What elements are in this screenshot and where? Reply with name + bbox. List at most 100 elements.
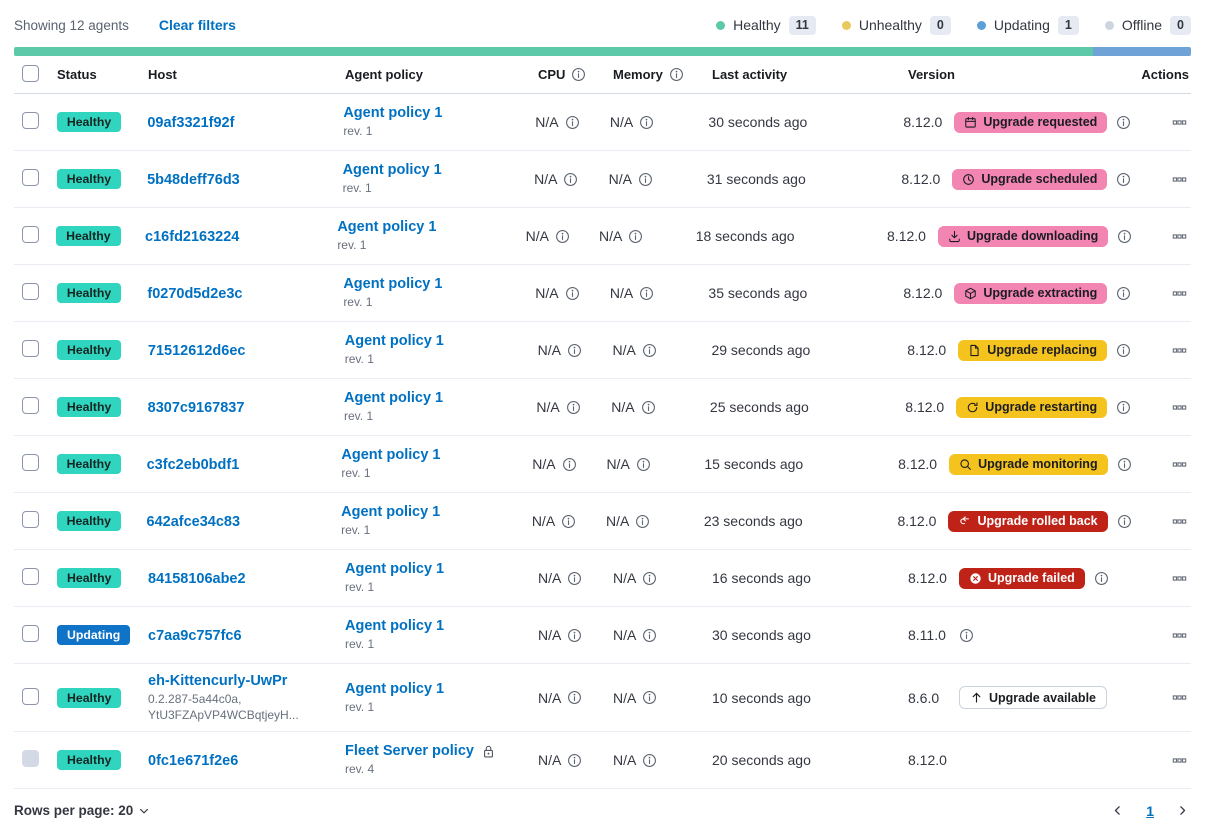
previous-page-button[interactable] bbox=[1109, 802, 1126, 819]
upgrade-details-info-icon[interactable] bbox=[1117, 514, 1132, 529]
agent-policy-link[interactable]: Agent policy 1 bbox=[345, 680, 445, 697]
agent-policy-link[interactable]: Agent policy 1 bbox=[344, 389, 444, 406]
cpu-value-info-icon[interactable] bbox=[555, 229, 570, 244]
cpu-value-info-icon[interactable] bbox=[567, 690, 582, 705]
host-link[interactable]: eh-Kittencurly-UwPr bbox=[148, 673, 288, 689]
host-link[interactable]: c3fc2eb0bdf1 bbox=[146, 456, 240, 473]
cpu-value-info-icon[interactable] bbox=[567, 628, 582, 643]
row-actions-button[interactable] bbox=[1170, 512, 1189, 531]
clear-filters-link[interactable]: Clear filters bbox=[158, 17, 236, 33]
row-checkbox[interactable] bbox=[22, 340, 39, 357]
memory-value-info-icon[interactable] bbox=[642, 690, 657, 705]
host-link[interactable]: 09af3321f92f bbox=[147, 114, 235, 131]
agent-policy-link[interactable]: Agent policy 1 bbox=[345, 560, 445, 577]
cpu-value-info-icon[interactable] bbox=[566, 400, 581, 415]
memory-info-icon[interactable] bbox=[669, 67, 684, 82]
cpu-value-info-icon[interactable] bbox=[562, 457, 577, 472]
row-checkbox[interactable] bbox=[22, 750, 39, 768]
row-actions-button[interactable] bbox=[1170, 113, 1189, 132]
upgrade-details-info-icon[interactable] bbox=[1116, 115, 1131, 130]
upgrade-details-info-icon[interactable] bbox=[1116, 172, 1131, 187]
row-checkbox[interactable] bbox=[22, 112, 39, 129]
row-actions-button[interactable] bbox=[1170, 284, 1189, 303]
memory-value-info-icon[interactable] bbox=[642, 753, 657, 768]
page-number-1[interactable]: 1 bbox=[1146, 802, 1154, 819]
row-actions-button[interactable] bbox=[1170, 170, 1189, 189]
select-all-checkbox[interactable] bbox=[22, 64, 39, 82]
cpu-value-info-icon[interactable] bbox=[567, 753, 582, 768]
memory-value-info-icon[interactable] bbox=[639, 115, 654, 130]
agent-policy-link[interactable]: Agent policy 1 bbox=[343, 275, 443, 292]
row-checkbox[interactable] bbox=[22, 454, 39, 471]
cpu-value-info-icon[interactable] bbox=[561, 514, 576, 529]
cpu-value: N/A bbox=[538, 627, 562, 643]
memory-value-info-icon[interactable] bbox=[642, 571, 657, 586]
host-link[interactable]: f0270d5d2e3c bbox=[147, 285, 243, 302]
agent-policy-link[interactable]: Agent policy 1 bbox=[341, 503, 441, 520]
row-checkbox[interactable] bbox=[22, 687, 39, 705]
memory-value-info-icon[interactable] bbox=[628, 229, 643, 244]
row-checkbox[interactable] bbox=[22, 283, 39, 300]
row-checkbox[interactable] bbox=[22, 568, 39, 585]
status-badge: Healthy bbox=[56, 397, 122, 417]
memory-value-info-icon[interactable] bbox=[639, 286, 654, 301]
cpu-info-icon[interactable] bbox=[571, 67, 586, 82]
showing-agents-count: Showing 12 agents bbox=[14, 17, 129, 33]
column-header-actions: Actions bbox=[1141, 67, 1189, 82]
memory-value-info-icon[interactable] bbox=[642, 628, 657, 643]
cpu-value-info-icon[interactable] bbox=[563, 172, 578, 187]
cpu-value-info-icon[interactable] bbox=[567, 571, 582, 586]
rows-per-page-selector[interactable]: Rows per page: 20 bbox=[14, 803, 150, 818]
cpu-value-info-icon[interactable] bbox=[567, 343, 582, 358]
upgrade-details-info-icon[interactable] bbox=[1094, 571, 1109, 586]
row-actions-button[interactable] bbox=[1170, 751, 1189, 770]
agent-policy-link[interactable]: Agent policy 1 bbox=[337, 218, 437, 235]
row-checkbox[interactable] bbox=[22, 625, 39, 642]
agent-policy-link[interactable]: Agent policy 1 bbox=[345, 617, 445, 634]
row-actions-button[interactable] bbox=[1170, 455, 1189, 474]
upgrade-details-info-icon[interactable] bbox=[1116, 400, 1131, 415]
upgrade-details-info-icon[interactable] bbox=[1117, 457, 1132, 472]
agent-policy-link[interactable]: Agent policy 1 bbox=[342, 161, 442, 178]
agent-policy-link[interactable]: Agent policy 1 bbox=[341, 446, 441, 463]
cpu-value-info-icon[interactable] bbox=[565, 115, 580, 130]
host-link[interactable]: c7aa9c757fc6 bbox=[148, 627, 242, 644]
host-link[interactable]: 84158106abe2 bbox=[148, 570, 246, 587]
host-link[interactable]: 71512612d6ec bbox=[147, 342, 246, 359]
agent-policy-link[interactable]: Agent policy 1 bbox=[343, 104, 443, 121]
table-row: Healthy 09af3321f92f Agent policy 1 rev.… bbox=[14, 94, 1191, 151]
upgrade-details-info-icon[interactable] bbox=[1116, 286, 1131, 301]
host-link[interactable]: 0fc1e671f2e6 bbox=[148, 752, 239, 769]
host-link[interactable]: 8307c9167837 bbox=[147, 399, 245, 416]
host-subtext: 0.2.287-5a44c0a, YtU3FZApVP4WCBqtjeyH... bbox=[148, 692, 299, 723]
upgrade-details-info-icon[interactable] bbox=[959, 628, 974, 643]
memory-value-info-icon[interactable] bbox=[641, 400, 656, 415]
upgrade-status-badge: Upgrade rolled back bbox=[948, 510, 1108, 532]
upgrade-details-info-icon[interactable] bbox=[1117, 229, 1132, 244]
row-actions-button[interactable] bbox=[1170, 227, 1189, 246]
agent-policy-link[interactable]: Fleet Server policy bbox=[345, 743, 474, 760]
memory-value-info-icon[interactable] bbox=[642, 343, 657, 358]
row-actions-button[interactable] bbox=[1170, 569, 1189, 588]
agent-policy-link[interactable]: Agent policy 1 bbox=[344, 332, 444, 349]
row-actions-button[interactable] bbox=[1170, 688, 1189, 707]
row-checkbox[interactable] bbox=[22, 226, 39, 243]
row-actions-button[interactable] bbox=[1170, 341, 1189, 360]
host-link[interactable]: 5b48deff76d3 bbox=[147, 171, 240, 188]
row-checkbox[interactable] bbox=[22, 511, 39, 528]
memory-value-info-icon[interactable] bbox=[638, 172, 653, 187]
host-link[interactable]: 642afce34c83 bbox=[146, 513, 241, 530]
memory-value-info-icon[interactable] bbox=[635, 514, 650, 529]
memory-value: N/A bbox=[608, 171, 632, 187]
status-badge: Healthy bbox=[57, 750, 122, 771]
row-checkbox[interactable] bbox=[22, 397, 39, 414]
next-page-button[interactable] bbox=[1174, 802, 1191, 819]
row-checkbox[interactable] bbox=[22, 169, 39, 186]
row-actions-button[interactable] bbox=[1170, 398, 1189, 417]
memory-value-info-icon[interactable] bbox=[636, 457, 651, 472]
host-link[interactable]: c16fd2163224 bbox=[145, 228, 240, 245]
legend-item: Unhealthy 0 bbox=[841, 15, 951, 35]
upgrade-details-info-icon[interactable] bbox=[1116, 343, 1131, 358]
cpu-value-info-icon[interactable] bbox=[565, 286, 580, 301]
row-actions-button[interactable] bbox=[1170, 626, 1189, 645]
